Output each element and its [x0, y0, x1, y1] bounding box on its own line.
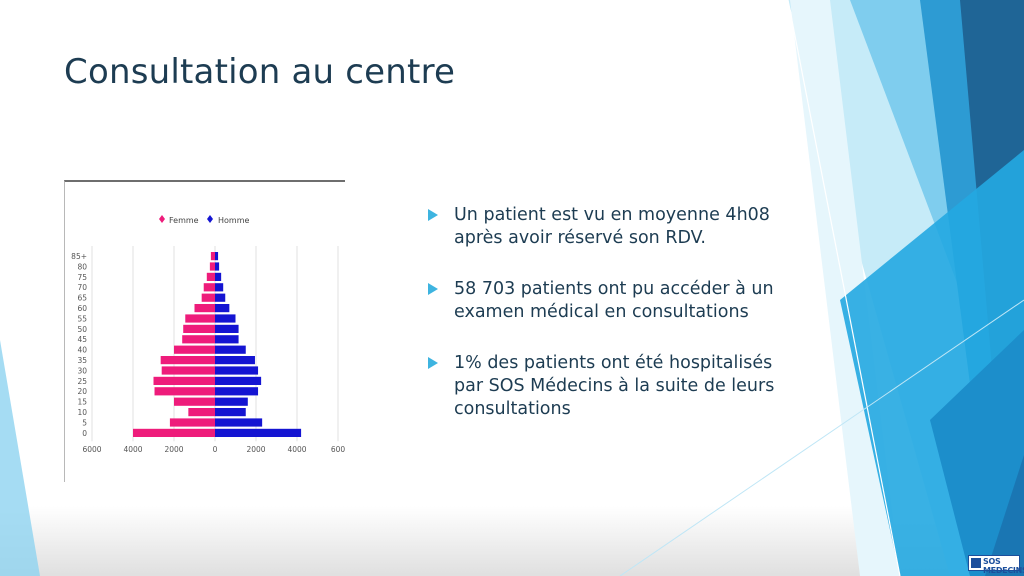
- bar-homme-15: [215, 397, 248, 406]
- bar-femme-65: [201, 293, 215, 302]
- bar-homme-50: [215, 324, 239, 333]
- bar-femme-80: [209, 262, 215, 271]
- bar-femme-10: [188, 408, 215, 417]
- bullet-item-patients: 58 703 patients ont pu accéder à un exam…: [428, 278, 788, 324]
- legend-femme-label: Femme: [169, 216, 199, 225]
- bar-homme-75: [215, 272, 222, 281]
- y-tick-label: 45: [77, 335, 87, 344]
- bullet-item-hospitalised: 1% des patients ont été hospitalisés par…: [428, 352, 788, 421]
- x-tick-label: 6000: [82, 445, 101, 454]
- y-tick-label: 5: [82, 418, 87, 427]
- bar-femme-60: [194, 304, 215, 313]
- bar-femme-85+: [210, 252, 215, 261]
- slide-title: Consultation au centre: [64, 52, 456, 92]
- bar-femme-55: [185, 314, 215, 323]
- bar-femme-35: [160, 356, 215, 365]
- sos-medecins-logo: SOS MEDECINS: [968, 555, 1024, 575]
- bar-femme-20: [154, 387, 215, 396]
- y-tick-label: 15: [77, 398, 87, 407]
- chart-legend: Femme Homme: [159, 215, 249, 225]
- y-tick-label: 70: [77, 283, 87, 292]
- x-tick-label: 2000: [164, 445, 183, 454]
- x-tick-label: 2000: [246, 445, 265, 454]
- bullet-arrow-icon: [428, 283, 438, 295]
- x-tick-label: 600: [331, 445, 345, 454]
- bar-homme-65: [215, 293, 226, 302]
- bullet-item-wait-time: Un patient est vu en moyenne 4h08 après …: [428, 204, 788, 250]
- x-tick-label: 4000: [123, 445, 142, 454]
- y-tick-label: 20: [77, 387, 87, 396]
- y-tick-label: 25: [77, 377, 87, 386]
- bar-femme-40: [174, 345, 215, 354]
- bullet-list: Un patient est vu en moyenne 4h08 après …: [428, 204, 788, 449]
- y-tick-label: 10: [77, 408, 87, 417]
- y-tick-label: 40: [77, 346, 87, 355]
- bar-homme-45: [215, 335, 239, 344]
- bar-femme-30: [161, 366, 215, 375]
- x-tick-label: 0: [213, 445, 218, 454]
- bullet-arrow-icon: [428, 209, 438, 221]
- bullet-text: 58 703 patients ont pu accéder à un exam…: [454, 279, 774, 322]
- y-tick-label: 60: [77, 304, 87, 313]
- legend-homme-label: Homme: [218, 216, 249, 225]
- bar-femme-25: [153, 376, 215, 385]
- y-tick-label: 0: [82, 429, 87, 438]
- x-axis-labels: 6000 4000 2000 0 2000 4000 600: [82, 445, 345, 454]
- y-tick-label: 30: [77, 366, 87, 375]
- bar-homme-20: [215, 387, 259, 396]
- y-tick-label: 50: [77, 325, 87, 334]
- chart-bars: [133, 252, 302, 437]
- y-tick-label: 65: [77, 294, 87, 303]
- bar-femme-75: [206, 272, 215, 281]
- y-tick-label: 80: [77, 262, 87, 271]
- pyramid-svg: Femme Homme 85+8075706560555045403530252…: [71, 215, 345, 454]
- bar-homme-30: [215, 366, 259, 375]
- bar-femme-50: [183, 324, 215, 333]
- y-tick-label: 35: [77, 356, 87, 365]
- y-tick-label: 75: [77, 273, 87, 282]
- bar-homme-55: [215, 314, 236, 323]
- legend-femme-icon: [159, 215, 165, 223]
- bar-femme-0: [133, 428, 215, 437]
- logo-text: SOS MEDECINS: [983, 557, 1024, 575]
- bar-homme-60: [215, 304, 230, 313]
- bar-homme-25: [215, 376, 262, 385]
- legend-homme-icon: [207, 215, 213, 223]
- bar-femme-45: [182, 335, 215, 344]
- y-tick-label: 55: [77, 314, 87, 323]
- bar-homme-70: [215, 283, 224, 292]
- logo-mark-icon: [971, 558, 981, 568]
- bar-homme-80: [215, 262, 220, 271]
- bullet-text: 1% des patients ont été hospitalisés par…: [454, 353, 775, 419]
- bar-homme-5: [215, 418, 263, 427]
- bar-femme-5: [169, 418, 215, 427]
- bar-homme-0: [215, 428, 302, 437]
- population-pyramid-chart: Femme Homme 85+ 80 75 70 65 60 55 50 45 40 35 30 25 2…: [64, 180, 345, 482]
- bar-homme-10: [215, 408, 246, 417]
- bar-homme-40: [215, 345, 246, 354]
- bar-homme-85+: [215, 252, 219, 261]
- bullet-arrow-icon: [428, 357, 438, 369]
- bullet-text: Un patient est vu en moyenne 4h08 après …: [454, 205, 770, 248]
- bar-homme-35: [215, 356, 255, 365]
- bar-femme-15: [174, 397, 215, 406]
- bar-femme-70: [203, 283, 215, 292]
- y-tick-label: 85+: [71, 252, 87, 261]
- x-tick-label: 4000: [287, 445, 306, 454]
